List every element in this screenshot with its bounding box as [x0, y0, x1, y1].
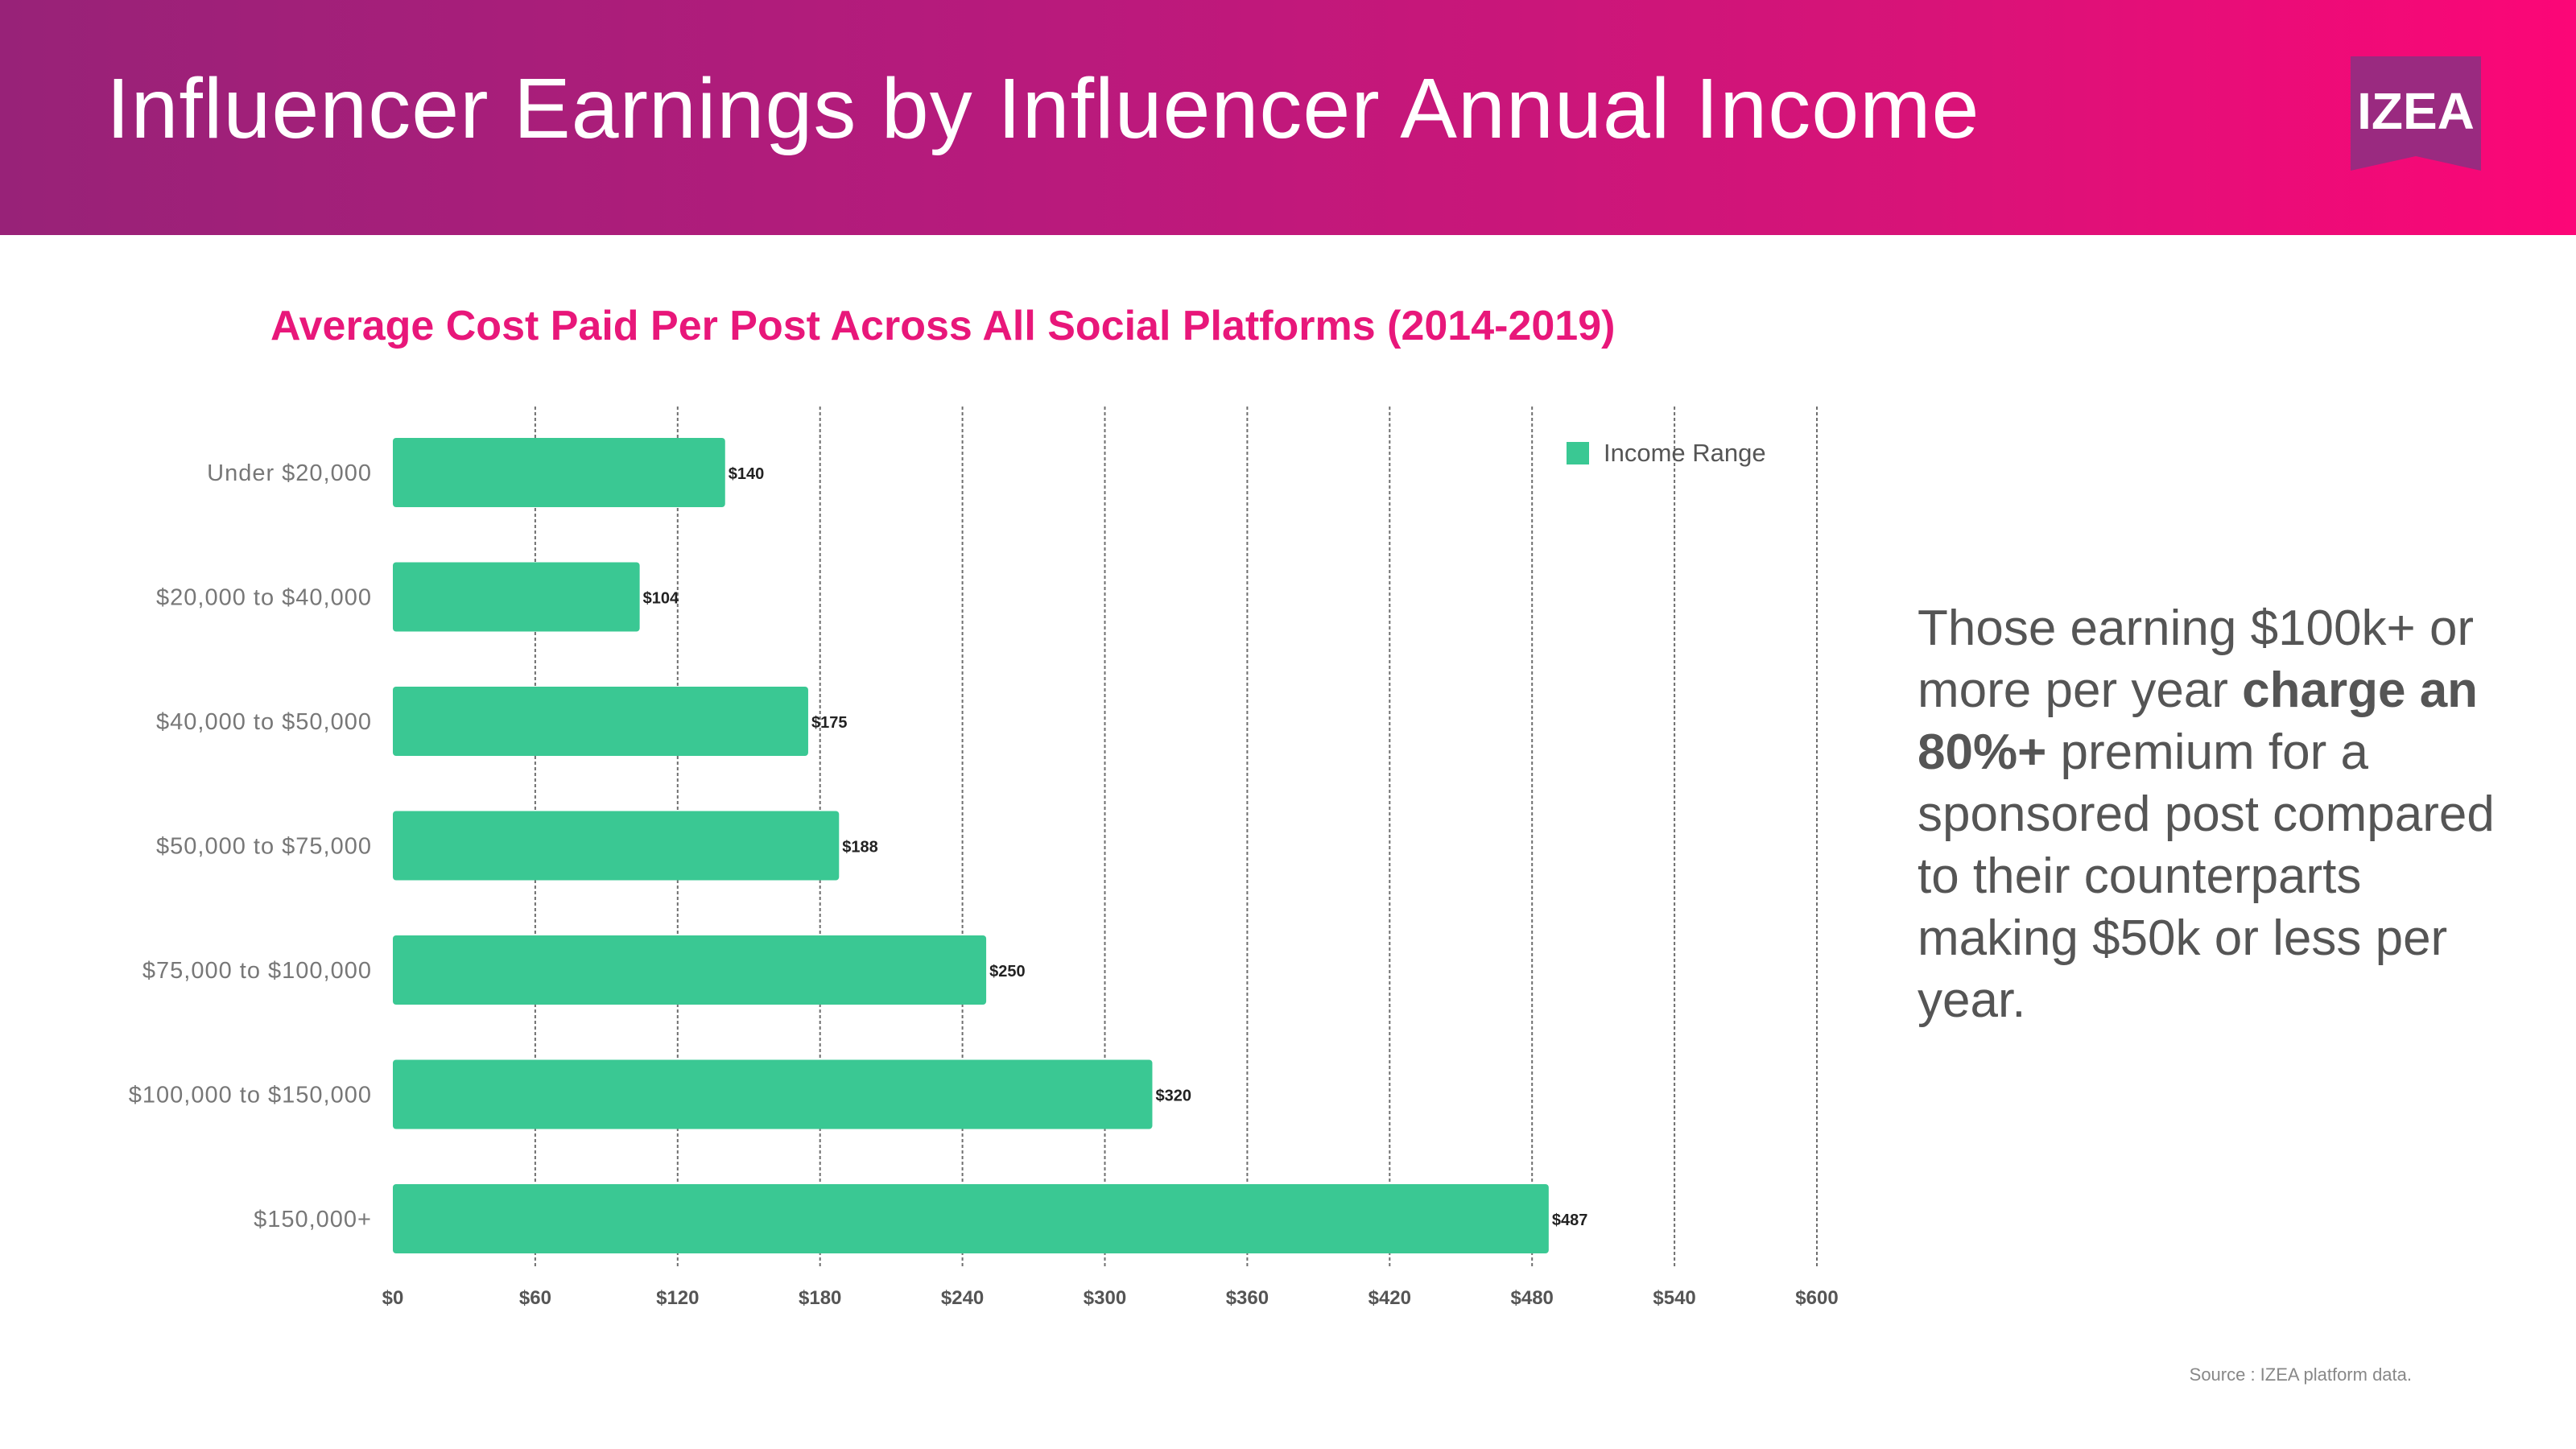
- bar-value-label: $320: [1155, 1088, 1191, 1105]
- izea-logo: IZEA: [2351, 56, 2481, 171]
- bar: [393, 687, 808, 756]
- x-tick-label: $0: [382, 1287, 404, 1309]
- bar: [393, 562, 640, 632]
- x-tick-label: $540: [1653, 1287, 1695, 1309]
- x-tick-label: $180: [799, 1287, 841, 1309]
- category-label: $20,000 to $40,000: [156, 585, 372, 611]
- bars: [393, 438, 1549, 1253]
- bar: [393, 1059, 1153, 1129]
- category-label: Under $20,000: [207, 460, 372, 486]
- x-tick-label: $360: [1226, 1287, 1269, 1309]
- labels: $0 $60 $120 $180 $240 $300 $360 $420 $480 $540 $60…: [129, 460, 1839, 1309]
- x-tick-label: $480: [1511, 1287, 1554, 1309]
- bar: [393, 1184, 1549, 1253]
- page-title: Influencer Earnings by Influencer Annual…: [106, 61, 1980, 156]
- category-label: $75,000 to $100,000: [142, 958, 372, 984]
- source-note: Source : IZEA platform data.: [2189, 1364, 2412, 1385]
- x-tick-label: $420: [1368, 1287, 1411, 1309]
- callout-text-part2: premium for a sponsored post compared to…: [1918, 724, 2495, 1028]
- x-tick-label: $600: [1795, 1287, 1838, 1309]
- header-banner: Influencer Earnings by Influencer Annual…: [0, 0, 2576, 235]
- legend: Income Range: [1567, 439, 1766, 467]
- logo-text: IZEA: [2357, 82, 2475, 140]
- legend-swatch: [1567, 442, 1589, 464]
- x-tick-label: $120: [656, 1287, 699, 1309]
- bar: [393, 935, 987, 1005]
- callout-text-part1: Those earning $100k+ or more per year: [1918, 601, 2475, 718]
- x-tick-label: $240: [941, 1287, 984, 1309]
- chart-title: Average Cost Paid Per Post Across All So…: [270, 303, 1616, 349]
- x-tick-label: $60: [519, 1287, 551, 1309]
- bar-value-label: $175: [811, 714, 847, 732]
- bar-value-label: $188: [842, 839, 878, 857]
- bar: [393, 811, 840, 881]
- x-tick-label: $300: [1084, 1287, 1126, 1309]
- bar-value-label: $250: [989, 963, 1026, 980]
- bar: [393, 438, 725, 507]
- category-label: $50,000 to $75,000: [156, 834, 372, 860]
- callout-text: Those earning $100k+ or more per year ch…: [1918, 597, 2529, 1031]
- category-label: $150,000+: [254, 1207, 372, 1232]
- category-label: $100,000 to $150,000: [129, 1083, 372, 1108]
- bar-value-label: $104: [643, 590, 679, 608]
- bar-value-label: $140: [729, 465, 765, 483]
- callout-text-bold: charge an 80%+: [1918, 663, 2479, 780]
- legend-label: Income Range: [1604, 439, 1766, 467]
- category-label: $40,000 to $50,000: [156, 709, 372, 735]
- bar-value-label: $487: [1552, 1212, 1588, 1229]
